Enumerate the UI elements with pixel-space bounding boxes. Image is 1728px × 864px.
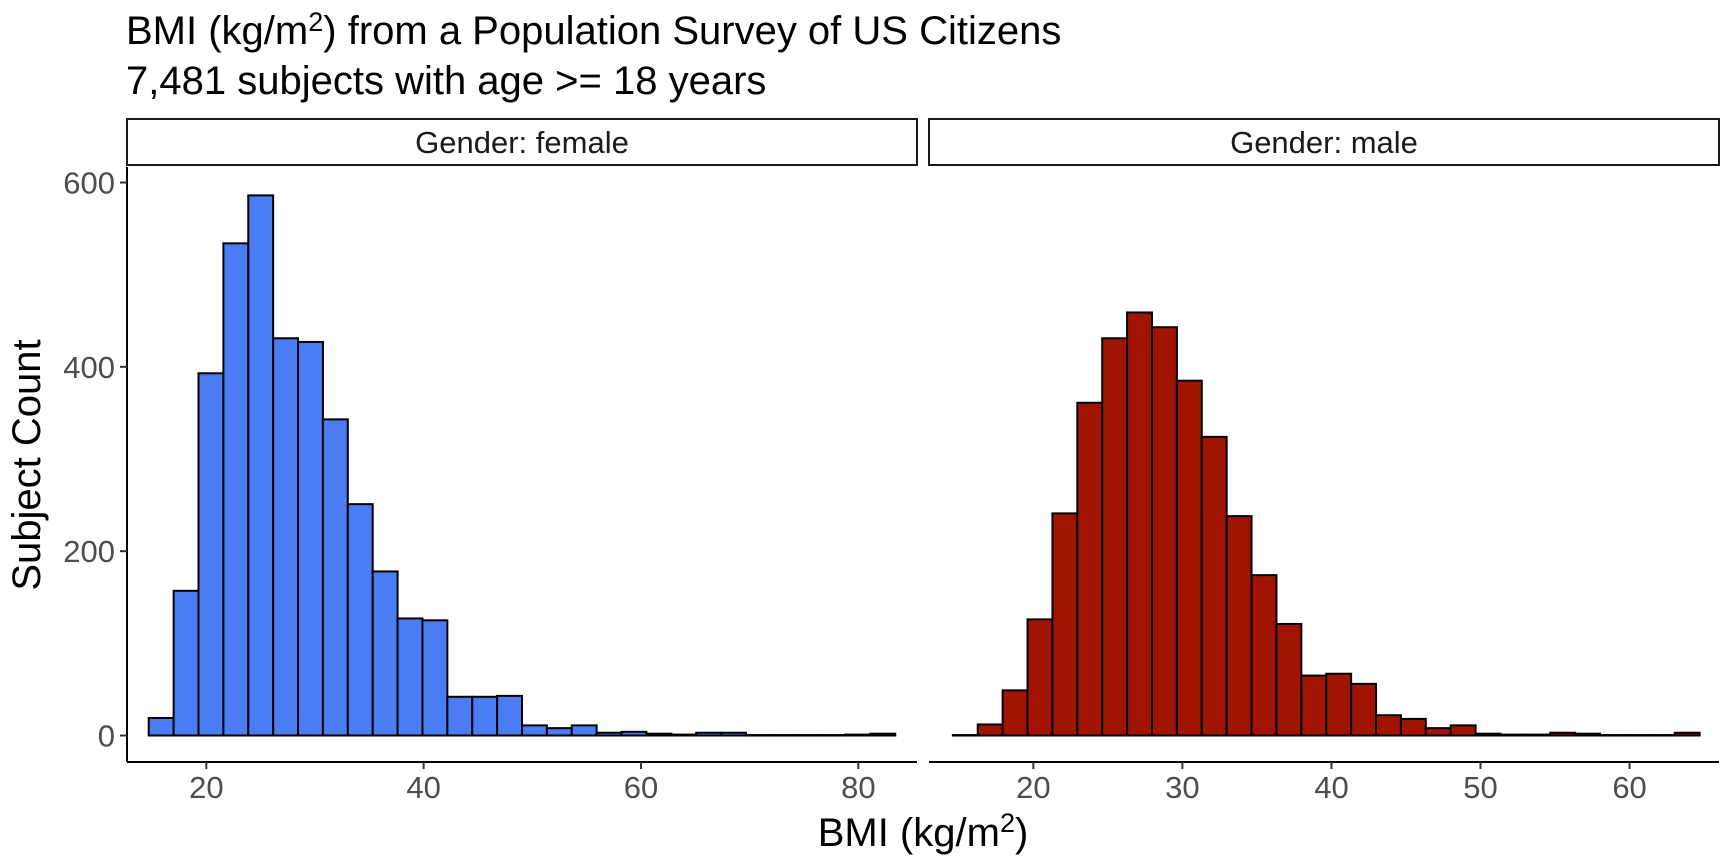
histogram-bar bbox=[1076, 401, 1104, 737]
histogram-bar bbox=[1424, 727, 1452, 737]
y-axis-title: Subject Count bbox=[5, 339, 49, 590]
chart-subtitle: 7,481 subjects with age >= 18 years bbox=[126, 59, 767, 103]
histogram-bar bbox=[1399, 717, 1427, 737]
y-tick-label: 400 bbox=[63, 350, 115, 385]
histogram-bar bbox=[1026, 618, 1054, 737]
histogram-bar bbox=[1648, 734, 1676, 737]
histogram-bar bbox=[1474, 732, 1502, 737]
x-tick-label: 20 bbox=[189, 770, 223, 805]
histogram-bar bbox=[197, 372, 225, 737]
x-axis-title: BMI (kg/m2) bbox=[818, 808, 1029, 855]
histogram-bar bbox=[695, 731, 723, 737]
x-tick-label: 20 bbox=[1016, 770, 1050, 805]
histogram-bar bbox=[1350, 682, 1378, 737]
histogram-bar bbox=[1375, 714, 1402, 737]
histogram-bar bbox=[521, 724, 548, 737]
histogram-bar bbox=[1449, 724, 1477, 737]
histogram-bar bbox=[670, 733, 698, 737]
histogram-bar bbox=[1599, 734, 1626, 737]
histogram-bar bbox=[1001, 689, 1029, 737]
x-tick-label: 40 bbox=[406, 770, 440, 805]
x-tick-label: 50 bbox=[1463, 770, 1497, 805]
histogram-bar bbox=[1325, 672, 1353, 737]
histogram-bar bbox=[1275, 622, 1303, 737]
histogram-bar bbox=[496, 694, 523, 737]
chart-title: BMI (kg/m2) from a Population Survey of … bbox=[126, 7, 1062, 54]
histogram-bar bbox=[869, 732, 897, 737]
histogram-bar bbox=[545, 727, 573, 737]
histogram-bar bbox=[1549, 731, 1577, 737]
histogram-bar bbox=[396, 617, 424, 737]
histogram-bar bbox=[1225, 515, 1253, 737]
histogram-bar bbox=[421, 619, 449, 737]
histogram-bar bbox=[371, 570, 399, 737]
histogram-bar bbox=[1673, 731, 1701, 737]
histogram-bar bbox=[272, 337, 300, 737]
histogram-bar bbox=[1126, 311, 1153, 737]
histogram-bar bbox=[222, 242, 250, 737]
histogram-bar bbox=[1250, 574, 1278, 737]
histogram-bar bbox=[595, 731, 623, 737]
histogram-bar bbox=[172, 589, 200, 737]
histogram-bar bbox=[247, 194, 275, 737]
histogram-bar bbox=[321, 418, 349, 737]
x-tick-label: 30 bbox=[1165, 770, 1199, 805]
histogram-bar bbox=[1623, 734, 1651, 737]
y-tick-label: 600 bbox=[63, 166, 115, 201]
histogram-bar bbox=[1175, 379, 1203, 737]
facet-strip bbox=[126, 118, 918, 166]
y-tick-label: 200 bbox=[63, 534, 115, 569]
histogram-bar bbox=[1300, 674, 1328, 737]
histogram-bar bbox=[446, 695, 474, 737]
histogram-bar bbox=[1101, 337, 1129, 737]
histogram-bar bbox=[1051, 512, 1079, 737]
histogram-bar bbox=[147, 716, 175, 737]
x-tick-label: 80 bbox=[841, 770, 875, 805]
histogram-bar bbox=[844, 733, 872, 737]
facet-strip-label: Gender: female bbox=[415, 125, 629, 160]
x-tick-label: 40 bbox=[1314, 770, 1348, 805]
facet-strip-label: Gender: male bbox=[1230, 125, 1418, 160]
histogram-bar bbox=[620, 730, 648, 737]
histogram-bar bbox=[297, 340, 324, 737]
x-tick-label: 60 bbox=[1612, 770, 1646, 805]
histogram-bar bbox=[570, 724, 598, 737]
histogram-bar bbox=[769, 734, 797, 737]
histogram-bar bbox=[744, 734, 772, 737]
histogram-bar bbox=[471, 695, 499, 737]
x-tick-label: 60 bbox=[624, 770, 658, 805]
histogram-bar bbox=[1200, 435, 1228, 737]
facet-strip bbox=[928, 118, 1720, 166]
histogram-bar bbox=[346, 503, 374, 737]
y-tick-label: 0 bbox=[98, 719, 115, 754]
histogram-bar bbox=[976, 723, 1004, 737]
histogram-bar bbox=[1150, 326, 1178, 737]
histogram-bar bbox=[645, 732, 673, 737]
histogram-bar bbox=[1574, 732, 1602, 737]
histogram-bar bbox=[720, 731, 747, 737]
histogram-bar bbox=[1524, 733, 1552, 737]
histogram-bar bbox=[1499, 733, 1527, 737]
histogram-bar bbox=[794, 734, 822, 737]
histogram-bar bbox=[819, 734, 847, 737]
histogram-bar bbox=[951, 734, 979, 737]
